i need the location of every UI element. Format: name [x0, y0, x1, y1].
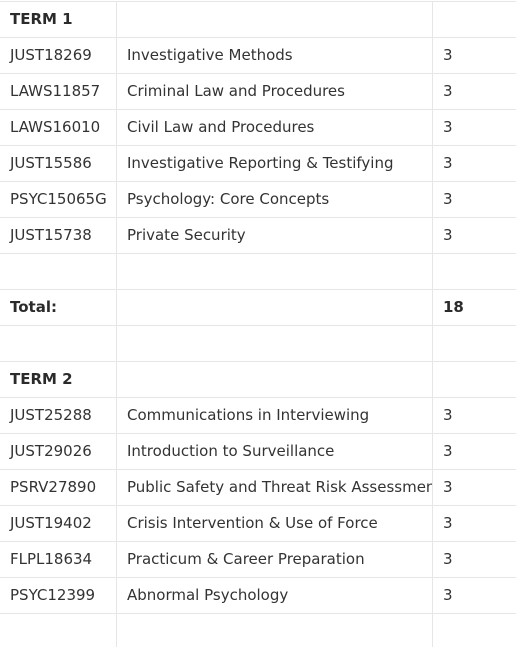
course-code: FLPL18634: [10, 550, 93, 568]
course-credits: 3: [432, 146, 516, 181]
course-title: Introduction to Surveillance: [116, 434, 432, 469]
course-code: PSYC15065G: [10, 190, 107, 208]
term-heading-row: TERM 2: [0, 361, 516, 397]
table-row: PSYC12399 Abnormal Psychology 3: [0, 577, 516, 613]
table-row: PSYC15065G Psychology: Core Concepts 3: [0, 181, 516, 217]
empty-cell: [0, 326, 116, 361]
empty-cell: [0, 614, 116, 647]
course-title: Abnormal Psychology: [116, 578, 432, 613]
table-row: PSRV27890 Public Safety and Threat Risk …: [0, 469, 516, 505]
table-row: FLPL18634 Practicum & Career Preparation…: [0, 541, 516, 577]
course-title: Practicum & Career Preparation: [116, 542, 432, 577]
course-credits: 3: [432, 434, 516, 469]
empty-cell: [116, 326, 432, 361]
empty-cell: [432, 2, 516, 37]
course-credits: 3: [432, 182, 516, 217]
course-credits: 3: [432, 578, 516, 613]
course-code: LAWS11857: [10, 82, 101, 100]
course-title: Investigative Methods: [116, 38, 432, 73]
table-row: JUST29026 Introduction to Surveillance 3: [0, 433, 516, 469]
course-code: LAWS16010: [10, 118, 101, 136]
course-title: Investigative Reporting & Testifying: [116, 146, 432, 181]
course-code: JUST25288: [10, 406, 92, 424]
course-code: JUST19402: [10, 514, 92, 532]
term-heading: TERM 2: [10, 370, 73, 388]
course-title: Communications in Interviewing: [116, 398, 432, 433]
empty-cell: [432, 254, 516, 289]
term-heading: TERM 1: [10, 10, 73, 28]
empty-cell: [116, 362, 432, 397]
empty-cell: [116, 614, 432, 647]
empty-cell: [432, 326, 516, 361]
term-heading-row: TERM 1: [0, 1, 516, 37]
empty-cell: [116, 2, 432, 37]
course-credits: 3: [432, 74, 516, 109]
total-label: Total:: [10, 298, 57, 316]
spacer-row: [0, 613, 516, 647]
empty-cell: [116, 290, 432, 325]
course-title: Public Safety and Threat Risk Assessment…: [116, 470, 432, 505]
empty-cell: [116, 254, 432, 289]
course-code: PSYC12399: [10, 586, 96, 604]
course-code: JUST15586: [10, 154, 92, 172]
course-credits: 3: [432, 470, 516, 505]
course-code: JUST15738: [10, 226, 92, 244]
course-code: JUST29026: [10, 442, 92, 460]
course-title: Crisis Intervention & Use of Force: [116, 506, 432, 541]
course-title: Private Security: [116, 218, 432, 253]
spacer-row: [0, 325, 516, 361]
table-row: LAWS11857 Criminal Law and Procedures 3: [0, 73, 516, 109]
course-credits: 3: [432, 506, 516, 541]
table-row: JUST18269 Investigative Methods 3: [0, 37, 516, 73]
table-row: JUST19402 Crisis Intervention & Use of F…: [0, 505, 516, 541]
empty-cell: [432, 362, 516, 397]
empty-cell: [0, 254, 116, 289]
course-credits: 3: [432, 38, 516, 73]
table-row: JUST15738 Private Security 3: [0, 217, 516, 253]
course-code: JUST18269: [10, 46, 92, 64]
course-title: Psychology: Core Concepts: [116, 182, 432, 217]
course-credits: 3: [432, 542, 516, 577]
total-credits: 18: [432, 290, 516, 325]
course-code: PSRV27890: [10, 478, 97, 496]
empty-cell: [432, 614, 516, 647]
course-credits: 3: [432, 110, 516, 145]
spacer-row: [0, 253, 516, 289]
course-credits: 3: [432, 398, 516, 433]
table-row: JUST25288 Communications in Interviewing…: [0, 397, 516, 433]
table-row: JUST15586 Investigative Reporting & Test…: [0, 145, 516, 181]
table-row: LAWS16010 Civil Law and Procedures 3: [0, 109, 516, 145]
course-credits: 3: [432, 218, 516, 253]
course-title: Criminal Law and Procedures: [116, 74, 432, 109]
course-title: Civil Law and Procedures: [116, 110, 432, 145]
total-row: Total: 18: [0, 289, 516, 325]
